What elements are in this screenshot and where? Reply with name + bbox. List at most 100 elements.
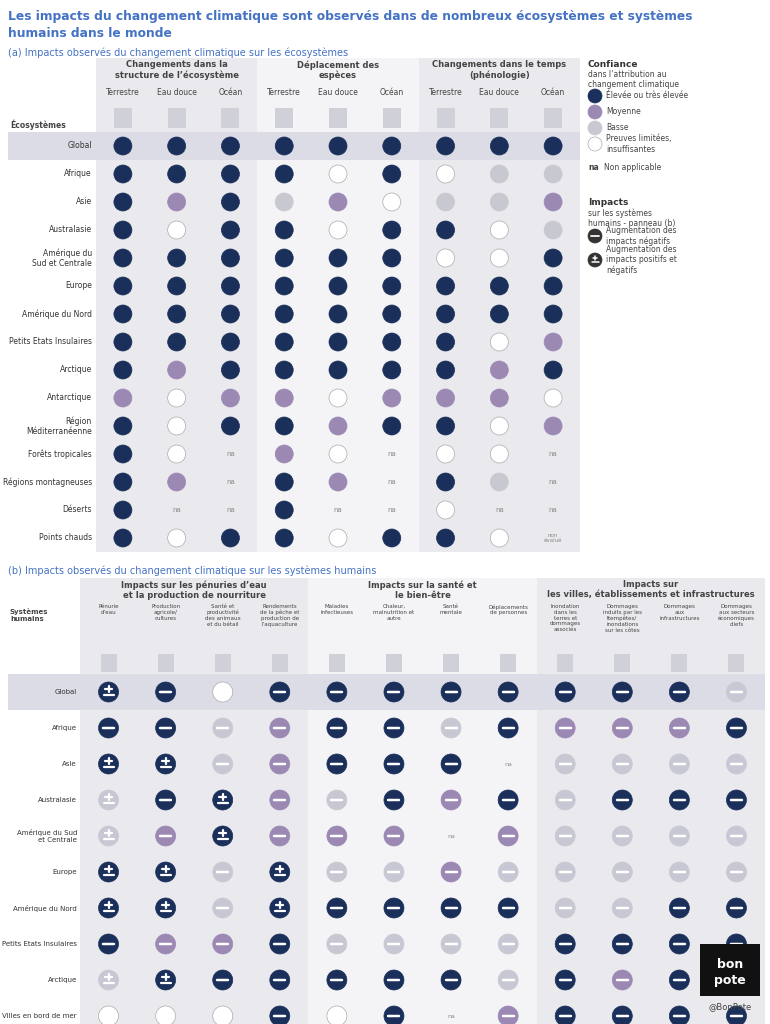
Circle shape (490, 137, 508, 155)
Circle shape (222, 137, 239, 155)
Text: @BonPote: @BonPote (708, 1002, 752, 1011)
Bar (557, 654, 573, 672)
Circle shape (99, 682, 119, 702)
Circle shape (168, 165, 186, 183)
Circle shape (498, 862, 518, 882)
Bar (329, 654, 345, 672)
Bar (272, 654, 288, 672)
Circle shape (222, 305, 239, 323)
Bar (257, 58, 419, 552)
Circle shape (441, 898, 461, 918)
Circle shape (270, 754, 290, 774)
Circle shape (490, 193, 508, 211)
Circle shape (612, 790, 632, 810)
Circle shape (544, 333, 562, 351)
Circle shape (544, 278, 562, 295)
Circle shape (270, 682, 290, 702)
Circle shape (612, 754, 632, 774)
Circle shape (114, 501, 132, 519)
Text: Eau douce: Eau douce (157, 88, 196, 97)
Circle shape (498, 718, 518, 738)
Circle shape (222, 333, 239, 351)
Circle shape (168, 529, 186, 547)
Circle shape (437, 249, 454, 267)
Circle shape (490, 165, 508, 183)
Circle shape (270, 790, 290, 810)
Circle shape (588, 89, 602, 103)
Circle shape (726, 898, 746, 918)
Bar (614, 654, 631, 672)
Circle shape (384, 826, 404, 846)
Text: Asie: Asie (62, 761, 77, 767)
Text: (b) Impacts observés du changement climatique sur les systèmes humains: (b) Impacts observés du changement clima… (8, 566, 377, 577)
Circle shape (383, 249, 400, 267)
Circle shape (437, 445, 454, 463)
Circle shape (168, 333, 186, 351)
Circle shape (114, 529, 132, 547)
Circle shape (544, 137, 562, 155)
Circle shape (544, 305, 562, 323)
Bar (544, 108, 562, 128)
Circle shape (669, 682, 689, 702)
Circle shape (168, 417, 186, 435)
Circle shape (114, 165, 132, 183)
Circle shape (498, 898, 518, 918)
Bar (700, 944, 760, 996)
Circle shape (114, 193, 132, 211)
Circle shape (612, 934, 632, 954)
Text: Augmentation des
impacts positifs et
négatifs: Augmentation des impacts positifs et nég… (606, 245, 677, 275)
Circle shape (329, 137, 347, 155)
Circle shape (669, 718, 689, 738)
Circle shape (213, 970, 233, 990)
Circle shape (213, 1006, 233, 1024)
Bar (80, 578, 308, 1024)
Circle shape (383, 165, 400, 183)
Circle shape (270, 862, 290, 882)
Circle shape (555, 754, 575, 774)
Text: Déplacement des
espèces: Déplacement des espèces (297, 60, 379, 81)
Circle shape (156, 1006, 176, 1024)
Circle shape (168, 137, 186, 155)
Circle shape (329, 361, 347, 379)
Text: Dommages
induits par les
ttempêtes/
inondations
sur les côtes: Dommages induits par les ttempêtes/ inon… (603, 604, 641, 633)
Circle shape (329, 473, 347, 490)
Text: Points chauds: Points chauds (38, 534, 92, 543)
Text: Augmentation des
impacts négatifs: Augmentation des impacts négatifs (606, 226, 677, 246)
Circle shape (669, 1006, 689, 1024)
Circle shape (275, 529, 293, 547)
Circle shape (222, 193, 239, 211)
Circle shape (327, 826, 346, 846)
Bar (308, 578, 537, 1024)
Circle shape (275, 278, 293, 295)
Circle shape (498, 1006, 518, 1024)
Text: Déplacements
de personnes: Déplacements de personnes (488, 604, 528, 615)
Circle shape (726, 682, 746, 702)
Text: Pénurie
d’eau: Pénurie d’eau (99, 604, 119, 614)
Circle shape (327, 934, 346, 954)
Circle shape (213, 898, 233, 918)
Circle shape (99, 1006, 119, 1024)
Circle shape (213, 826, 233, 846)
Bar (215, 654, 231, 672)
Circle shape (99, 934, 119, 954)
Circle shape (114, 417, 132, 435)
Text: Santé et
productivité
des animaux
et du bétail: Santé et productivité des animaux et du … (205, 604, 240, 627)
Circle shape (270, 1006, 290, 1024)
Circle shape (168, 305, 186, 323)
Bar (114, 108, 132, 128)
Circle shape (275, 221, 293, 239)
Circle shape (327, 790, 346, 810)
Circle shape (726, 1006, 746, 1024)
Circle shape (270, 718, 290, 738)
Text: Eau douce: Eau douce (480, 88, 519, 97)
Circle shape (669, 790, 689, 810)
Circle shape (726, 718, 746, 738)
Circle shape (156, 934, 176, 954)
Text: Océan: Océan (219, 88, 243, 97)
Circle shape (384, 862, 404, 882)
Circle shape (213, 682, 233, 702)
Circle shape (114, 473, 132, 490)
Circle shape (327, 682, 346, 702)
Circle shape (156, 790, 176, 810)
Text: Impacts sur les pénuries d’eau
et la production de nourriture: Impacts sur les pénuries d’eau et la pro… (122, 580, 267, 600)
